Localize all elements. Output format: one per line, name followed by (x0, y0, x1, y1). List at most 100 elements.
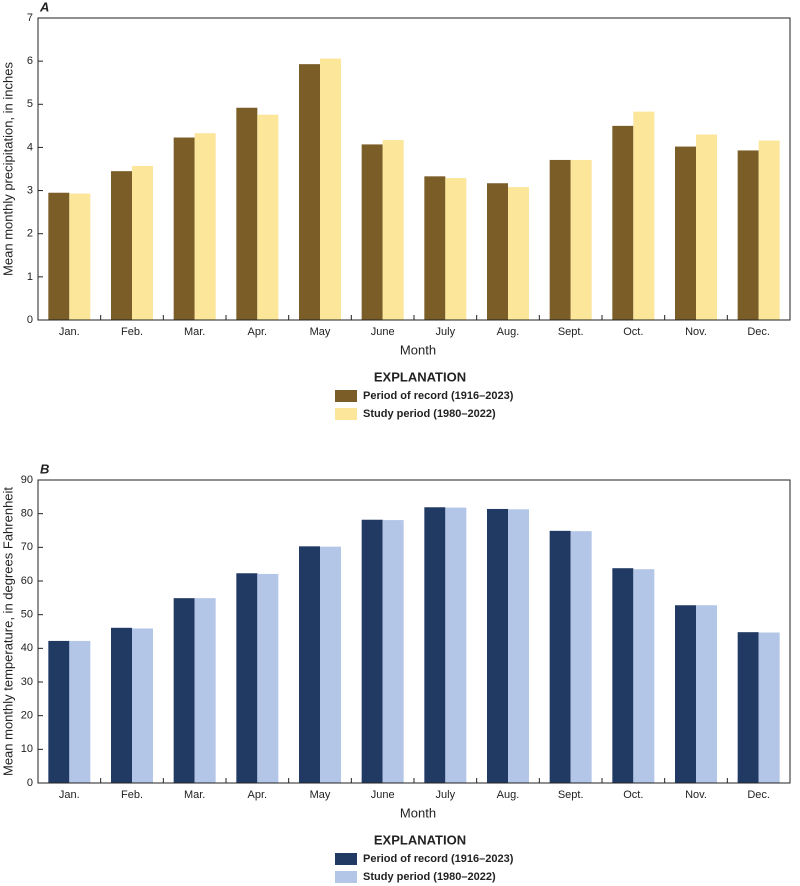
plot-frame (37, 479, 791, 784)
x-tick-label: Aug. (497, 789, 520, 801)
bar (487, 508, 508, 783)
legend-label: Period of record (1916–2023) (363, 390, 514, 402)
x-tick-label: June (371, 326, 395, 338)
x-tick-label: Feb. (121, 326, 143, 338)
x-tick-label: Apr. (248, 326, 268, 338)
bar (132, 165, 153, 320)
x-axis-label: Month (400, 805, 436, 820)
bar (194, 133, 216, 320)
bar (194, 598, 216, 783)
bar (111, 627, 132, 783)
bar (132, 628, 153, 783)
y-tick-label: 3 (27, 184, 33, 196)
bar (508, 187, 529, 320)
legend-swatch (335, 408, 357, 420)
bar (320, 58, 341, 320)
bar (445, 178, 467, 320)
x-tick-label: Feb. (121, 789, 143, 801)
bar (173, 598, 195, 783)
legend-label: Period of record (1916–2023) (363, 853, 514, 865)
y-tick-label: 90 (21, 474, 33, 486)
legend-swatch (335, 390, 357, 402)
bar (633, 569, 655, 783)
bar (299, 546, 320, 783)
y-tick-label: 40 (21, 642, 33, 654)
x-tick-label: Jan. (59, 789, 80, 801)
bar (549, 159, 571, 320)
bar (675, 146, 696, 320)
x-axis-label: Month (400, 342, 436, 357)
y-tick-label: 0 (27, 314, 33, 326)
x-tick-label: Mar. (184, 326, 205, 338)
x-tick-label: Nov. (685, 789, 707, 801)
y-tick-label: 30 (21, 676, 33, 688)
bar (737, 632, 759, 783)
x-tick-label: Sept. (558, 326, 584, 338)
bar (424, 507, 446, 783)
x-tick-label: Jan. (59, 326, 80, 338)
bar (111, 171, 132, 320)
bar (69, 193, 91, 320)
legend-label: Study period (1980–2022) (363, 871, 496, 883)
bar (612, 568, 634, 783)
bar (758, 632, 780, 783)
legend-swatch (335, 871, 357, 883)
bar (69, 640, 91, 783)
bar (675, 605, 696, 783)
bar (758, 140, 780, 320)
bar (445, 507, 467, 783)
bar (696, 134, 717, 320)
y-axis-label: Mean monthly precipitation, in inches (0, 62, 15, 276)
x-tick-label: Dec. (747, 789, 770, 801)
bar (424, 176, 446, 320)
x-tick-label: Mar. (184, 789, 205, 801)
bar (320, 546, 341, 783)
panel-label: B (40, 461, 49, 476)
x-tick-label: July (436, 789, 456, 801)
y-tick-label: 7 (27, 12, 33, 24)
bar (570, 159, 592, 320)
bar (570, 531, 592, 783)
y-tick-label: 70 (21, 541, 33, 553)
x-tick-label: May (310, 789, 331, 801)
bar (737, 150, 759, 320)
panel-label: A (39, 0, 49, 14)
bar (236, 107, 258, 320)
y-tick-label: 2 (27, 228, 33, 240)
x-tick-label: Oct. (623, 326, 643, 338)
x-tick-label: May (310, 326, 331, 338)
y-axis-label: Mean monthly temperature, in degrees Fah… (0, 487, 15, 776)
legend-title: EXPLANATION (374, 369, 466, 384)
y-tick-label: 50 (21, 609, 33, 621)
bar (361, 144, 383, 320)
bar (382, 140, 404, 320)
bar (361, 519, 383, 783)
plot-frame (37, 17, 791, 321)
bar (299, 64, 320, 320)
bar (257, 114, 279, 320)
y-tick-label: 10 (21, 743, 33, 755)
legend-swatch (335, 853, 357, 865)
bar (48, 192, 70, 320)
x-tick-label: July (436, 326, 456, 338)
bar (633, 111, 655, 321)
x-tick-label: Aug. (497, 326, 520, 338)
bar (696, 605, 717, 783)
bar (257, 573, 279, 783)
bar (612, 125, 634, 320)
y-tick-label: 20 (21, 710, 33, 722)
x-tick-label: Oct. (623, 789, 643, 801)
bar (236, 573, 258, 783)
y-tick-label: 4 (27, 141, 33, 153)
x-tick-label: June (371, 789, 395, 801)
x-tick-label: Apr. (248, 789, 268, 801)
legend-label: Study period (1980–2022) (363, 408, 496, 420)
bar (549, 530, 571, 783)
legend-title: EXPLANATION (374, 832, 466, 847)
bar (382, 520, 404, 783)
x-tick-label: Nov. (685, 326, 707, 338)
y-tick-label: 6 (27, 55, 33, 67)
x-tick-label: Sept. (558, 789, 584, 801)
bar (173, 137, 195, 320)
